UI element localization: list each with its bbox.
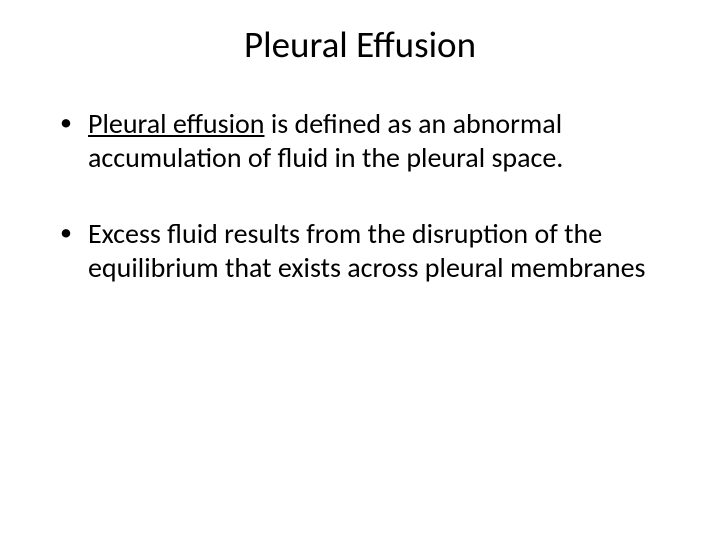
bullet-text: Excess fluid results from the disruption… [88,216,646,285]
slide-container: Pleural Effusion Pleural effusion is def… [0,0,720,540]
slide-title: Pleural Effusion [48,22,672,67]
bullet-item: Excess fluid results from the disruption… [60,217,672,285]
bullet-item: Pleural effusion is defined as an abnorm… [60,107,672,175]
bullet-list: Pleural effusion is defined as an abnorm… [48,107,672,286]
bullet-lead-underline: Pleural effusion [88,106,264,141]
